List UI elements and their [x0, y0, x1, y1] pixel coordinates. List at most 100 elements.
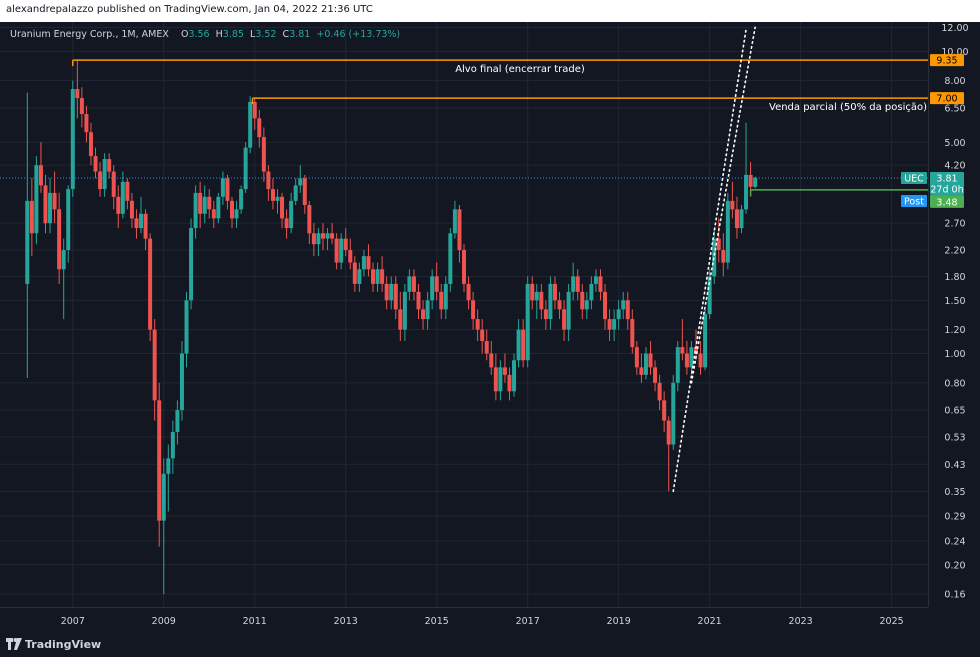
candle-body: [593, 276, 598, 284]
candle: [443, 276, 448, 320]
candle-body: [639, 367, 644, 375]
candle-body: [189, 228, 194, 301]
candle-body: [179, 353, 184, 411]
candle: [575, 269, 580, 301]
y-tick-label: 5.00: [944, 138, 965, 149]
y-tick-label: 0.20: [944, 560, 965, 571]
candle: [730, 181, 735, 219]
candle: [657, 374, 662, 411]
candle-body: [416, 291, 421, 310]
candle: [425, 291, 430, 330]
price-tag-stop: 3.48: [930, 195, 964, 208]
candle-body: [302, 178, 307, 206]
tradingview-brand[interactable]: TradingView: [25, 638, 102, 651]
price-tag-symbol: UEC: [901, 171, 927, 184]
y-tick-label: 1.00: [944, 349, 965, 360]
price-tag-target: 9.35: [930, 54, 964, 67]
candle-body: [129, 200, 134, 219]
candle: [521, 319, 526, 368]
candle: [330, 223, 335, 245]
candle: [261, 127, 266, 182]
y-tick-label: 1.50: [944, 296, 965, 307]
candle: [29, 178, 34, 257]
candle-body: [575, 276, 580, 292]
candle-body: [489, 353, 494, 368]
x-tick-label: 2023: [789, 616, 813, 627]
candle-body: [694, 347, 698, 354]
candle-body: [548, 283, 553, 320]
candle-body: [393, 283, 398, 310]
candle: [616, 300, 621, 330]
candle: [643, 347, 648, 380]
legend-close: 3.81: [289, 29, 311, 40]
candle: [170, 420, 175, 474]
y-tick-label: 12.00: [941, 23, 968, 34]
candle: [79, 87, 84, 128]
candle-body: [293, 185, 298, 201]
candle: [721, 233, 726, 277]
candle: [675, 341, 680, 392]
candle-body: [257, 118, 262, 138]
candle-body: [348, 250, 353, 263]
candle: [193, 185, 198, 239]
y-tick-label: 8.00: [944, 76, 965, 87]
candle: [753, 176, 758, 189]
candle: [25, 92, 30, 378]
candle-body: [289, 200, 294, 229]
legend-symbol: Uranium Energy Corp., 1M, AMEX: [10, 29, 169, 40]
candle: [179, 341, 184, 421]
candle-body: [389, 283, 394, 301]
candle-body: [134, 218, 139, 229]
candle: [339, 233, 344, 270]
tradingview-logo-icon[interactable]: [6, 637, 22, 651]
candle: [207, 189, 212, 219]
candle: [311, 223, 316, 257]
price-chart[interactable]: Alvo final (encerrar trade) Venda parcial…: [0, 22, 980, 632]
candle-body: [457, 209, 462, 251]
x-tick-label: 2025: [880, 616, 904, 627]
candle: [589, 276, 594, 310]
candle-body: [57, 209, 62, 270]
candle: [266, 165, 271, 201]
candle: [725, 192, 730, 270]
candle-body: [207, 196, 212, 210]
candle-body: [607, 319, 612, 330]
candle-body: [507, 374, 512, 392]
candle: [462, 244, 466, 292]
candle-body: [462, 250, 466, 284]
annotation-label: Alvo final (encerrar trade): [455, 64, 585, 75]
candle-body: [366, 256, 371, 270]
candle: [653, 360, 658, 392]
candle: [712, 228, 717, 284]
candle: [352, 256, 357, 292]
candle-body: [712, 238, 717, 277]
candle-body: [616, 309, 621, 320]
candle: [230, 196, 234, 229]
candle-body: [34, 165, 39, 234]
x-tick-label: 2007: [61, 616, 85, 627]
x-tick-label: 2021: [698, 616, 722, 627]
candle: [134, 209, 139, 239]
candle: [634, 341, 639, 375]
candle: [584, 291, 589, 320]
candle: [275, 189, 280, 214]
candle: [502, 353, 507, 383]
candle: [143, 209, 148, 251]
candle-body: [311, 233, 316, 245]
candle-body: [239, 189, 244, 210]
candle: [684, 341, 689, 375]
candle: [648, 341, 653, 375]
candle: [107, 153, 112, 179]
candle-body: [675, 347, 680, 383]
candle-body: [721, 250, 726, 263]
candle-body: [380, 269, 385, 284]
candle: [70, 80, 75, 197]
candle: [289, 192, 294, 234]
y-tick-label: 10.00: [941, 47, 968, 58]
candle: [93, 147, 98, 179]
candle-body: [484, 341, 489, 354]
candle: [48, 178, 53, 234]
candle-body: [725, 200, 730, 263]
candle-body: [662, 400, 667, 421]
y-tick-label: 0.80: [944, 378, 965, 389]
